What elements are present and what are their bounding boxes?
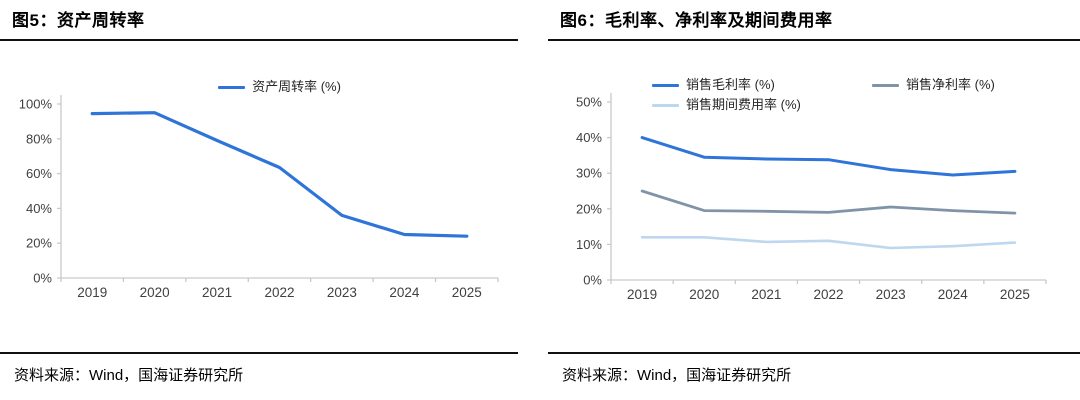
figure-title: 图6：毛利率、净利率及期间费用率 [548,0,1080,41]
svg-text:2021: 2021 [202,285,232,300]
figure-margin-rates: 图6：毛利率、净利率及期间费用率 销售毛利率 (%) 销售净利率 (%) 销售期间费… [548,0,1080,400]
svg-text:60%: 60% [26,166,52,181]
svg-text:2020: 2020 [140,285,170,300]
svg-text:2019: 2019 [77,285,107,300]
legend-item: 销售毛利率 (%) [652,75,872,95]
legend-line-swatch-icon [872,83,899,87]
legend-label: 资产周转率 (%) [252,79,341,94]
svg-text:100%: 100% [19,97,53,112]
chart-area-margin-rates: 销售毛利率 (%) 销售净利率 (%) 销售期间费用率 (%) 2019 2020 20… [548,41,1080,352]
svg-text:40%: 40% [26,201,52,216]
line-chart-margin-rates: 2019 2020 2021 2022 2023 2024 2025 0% 10% 20% 30% 4… [576,93,1047,302]
legend-line-swatch-icon [652,83,679,87]
legend-label: 销售期间费用率 (%) [686,97,801,112]
svg-text:2019: 2019 [627,287,657,302]
source-note: 资料来源：Wind，国海证券研究所 [0,352,518,385]
svg-text:2022: 2022 [264,285,294,300]
legend-label: 销售净利率 (%) [906,77,995,92]
svg-text:0%: 0% [583,273,602,288]
svg-text:0%: 0% [33,271,52,286]
svg-text:2023: 2023 [876,287,906,302]
figure-asset-turnover: 图5：资产周转率 资产周转率 (%) 2019 2020 2021 2022 2023 2… [0,0,518,400]
legend-item: 销售期间费用率 (%) [652,95,872,115]
source-note: 资料来源：Wind，国海证券研究所 [548,352,1080,385]
legend-line-swatch-icon [218,85,246,89]
svg-text:2021: 2021 [751,287,781,302]
svg-text:20%: 20% [576,201,602,216]
svg-text:2023: 2023 [327,285,357,300]
legend-item: 销售净利率 (%) [872,75,1080,95]
svg-text:50%: 50% [576,95,602,110]
svg-text:2022: 2022 [813,287,843,302]
svg-text:2025: 2025 [452,285,482,300]
svg-text:2020: 2020 [689,287,719,302]
legend-line-swatch-icon [652,103,679,107]
legend-label: 销售毛利率 (%) [686,77,775,92]
svg-text:30%: 30% [576,166,602,181]
svg-text:10%: 10% [576,237,602,252]
figure-title: 图5：资产周转率 [0,0,518,41]
chart-legend: 资产周转率 (%) [61,77,498,97]
chart-area-asset-turnover: 资产周转率 (%) 2019 2020 2021 2022 2023 2024 2025 0%… [0,41,518,352]
svg-text:80%: 80% [26,131,52,146]
legend-item: 资产周转率 (%) [218,77,341,97]
svg-text:2024: 2024 [938,287,969,302]
svg-text:2025: 2025 [1000,287,1030,302]
line-chart-asset-turnover: 2019 2020 2021 2022 2023 2024 2025 0% 20% 40% 60% 8… [19,95,499,300]
svg-text:20%: 20% [26,236,52,251]
svg-text:2024: 2024 [389,285,420,300]
chart-legend: 销售毛利率 (%) 销售净利率 (%) 销售期间费用率 (%) [652,75,1080,115]
svg-text:40%: 40% [576,130,602,145]
